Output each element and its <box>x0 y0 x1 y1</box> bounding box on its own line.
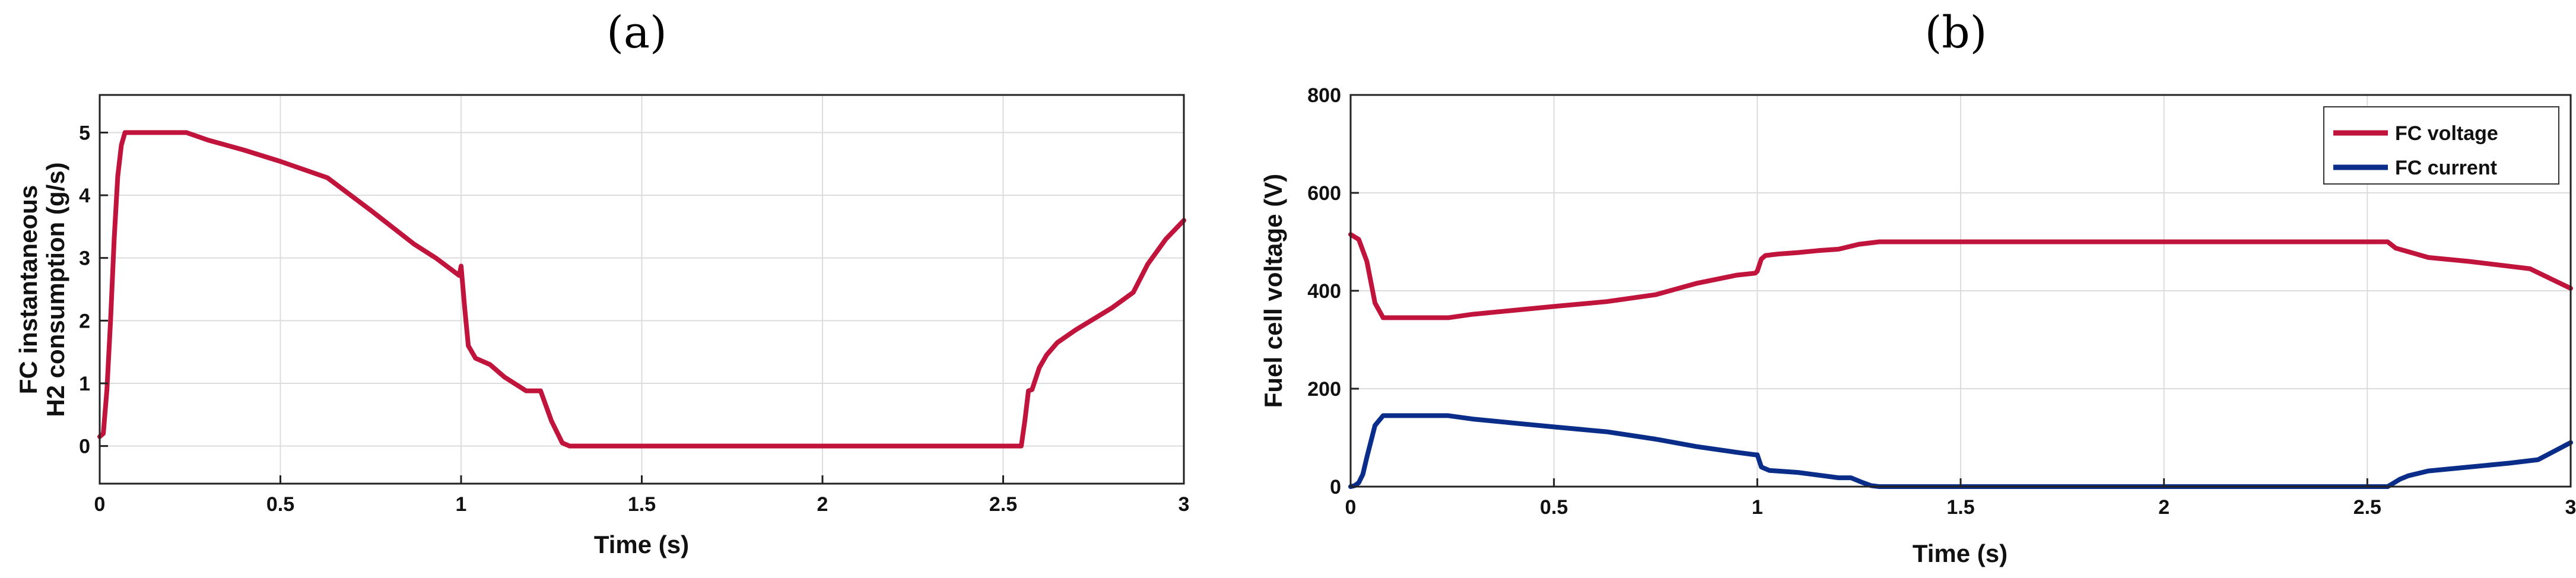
chart-b-legend-box <box>2323 106 2559 185</box>
chart-a-series <box>97 130 1186 449</box>
chart-b-y-ticks: 0 200 400 600 800 <box>1307 84 1359 498</box>
chart-b-y-tick-label: 600 <box>1307 182 1341 205</box>
chart-a-x-tick-label: 1.5 <box>628 493 656 516</box>
chart-b-y-tick-label: 200 <box>1307 378 1341 401</box>
chart-a-y-ticks: 0 1 2 3 4 5 <box>79 122 108 458</box>
chart-b-series-line-fc-current <box>1348 413 2573 489</box>
chart-b-x-axis-label: Time (s) <box>1913 539 2008 567</box>
chart-b-y-axis-label: Fuel cell voltage (V) <box>1259 174 1287 408</box>
chart-b-x-tick-label: 1 <box>1752 496 1763 519</box>
chart-a-x-tick-label: 1 <box>456 493 467 516</box>
chart-b-x-tick-label: 1.5 <box>1946 496 1974 519</box>
chart-a-x-tick-label: 2 <box>817 493 828 516</box>
chart-b-series <box>1348 232 2573 489</box>
chart-a: (a) 0 0.5 1 1.5 2 2.5 3 0 1 2 3 4 5 Time (s) FC ins… <box>14 7 1189 558</box>
chart-b-x-ticks: 0 0.5 1 1.5 2 2.5 3 <box>1345 478 2576 519</box>
chart-a-x-tick-label: 3 <box>1179 493 1190 516</box>
chart-b: (b) 0 0.5 1 1.5 2 2.5 3 0 200 400 600 800 Time (s)… <box>1259 7 2576 567</box>
chart-b-y-tick-label: 400 <box>1307 280 1341 303</box>
chart-a-x-tick-label: 0 <box>94 493 106 516</box>
panel-label-a: (a) <box>606 7 667 58</box>
chart-b-x-tick-label: 0.5 <box>1540 496 1568 519</box>
chart-b-x-tick-label: 2.5 <box>2353 496 2381 519</box>
chart-a-y-tick-label: 5 <box>79 122 90 144</box>
chart-a-x-ticks: 0 0.5 1 1.5 2 2.5 3 <box>94 475 1190 516</box>
chart-b-x-tick-label: 0 <box>1345 496 1357 519</box>
chart-a-y-tick-label: 2 <box>79 310 90 332</box>
chart-b-y-tick-label: 0 <box>1330 476 1341 498</box>
chart-a-x-tick-label: 0.5 <box>266 493 294 516</box>
chart-a-x-tick-label: 2.5 <box>989 493 1017 516</box>
chart-b-x-tick-label: 3 <box>2565 496 2576 519</box>
chart-a-y-tick-label: 4 <box>79 185 90 207</box>
chart-b-legend: FC voltage FC current <box>2323 106 2559 185</box>
panel-label-b: (b) <box>1924 7 1987 58</box>
chart-b-y-tick-label: 800 <box>1307 84 1341 107</box>
legend-label-fc-current: FC current <box>2395 157 2497 179</box>
chart-a-y-tick-label: 3 <box>79 247 90 270</box>
chart-a-x-axis-label: Time (s) <box>594 531 689 558</box>
chart-a-grid <box>99 95 1184 484</box>
chart-a-y-axis-label-line-2: H2 consumption (g/s) <box>42 162 69 417</box>
chart-b-x-tick-label: 2 <box>2158 496 2170 519</box>
chart-a-y-axis-label-line-1: FC instantaneous <box>14 185 42 394</box>
chart-b-series-line-fc-voltage <box>1348 232 2573 320</box>
chart-a-y-tick-label: 0 <box>79 436 90 458</box>
chart-a-y-tick-label: 1 <box>79 373 90 395</box>
legend-label-fc-voltage: FC voltage <box>2395 122 2498 145</box>
chart-a-series-line-0 <box>97 130 1186 449</box>
